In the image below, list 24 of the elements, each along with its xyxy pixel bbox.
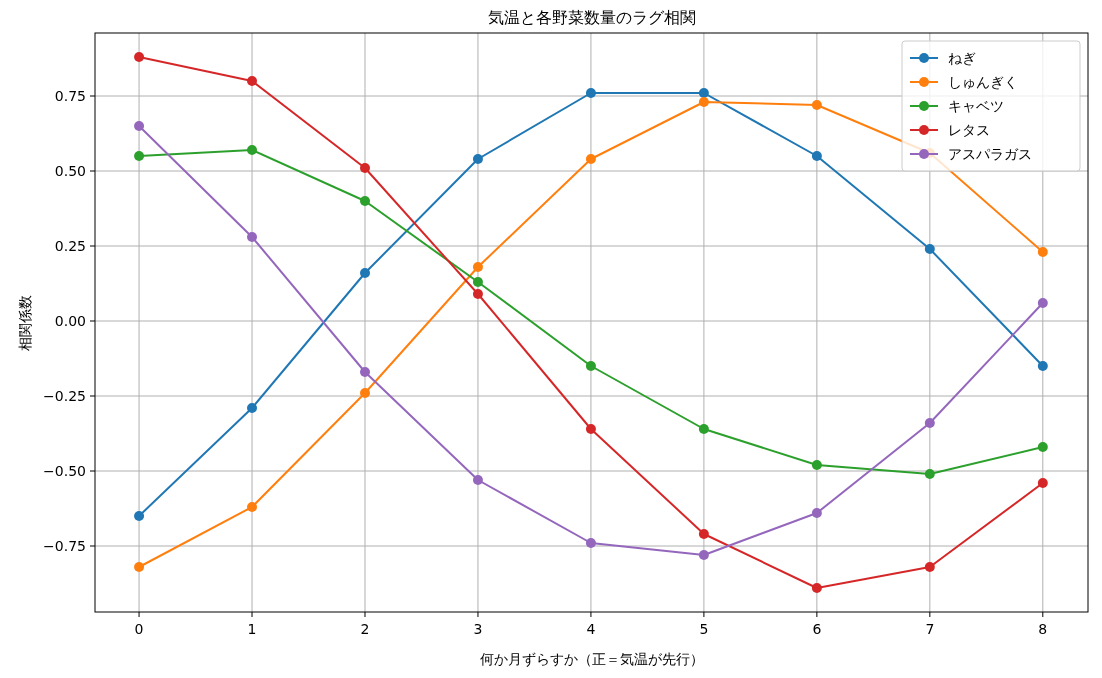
- y-tick-label: −0.25: [43, 388, 86, 404]
- y-axis-title: 相関係数: [17, 294, 33, 351]
- x-tick-label: 0: [134, 621, 144, 637]
- x-tick-label: 2: [360, 621, 370, 637]
- x-tick-label: 6: [812, 621, 822, 637]
- x-tick-label: 4: [586, 621, 596, 637]
- legend-label: レタス: [948, 122, 990, 138]
- y-tick-label: 0.25: [54, 238, 86, 254]
- legend-label: アスパラガス: [948, 146, 1032, 162]
- x-tick-label: 3: [473, 621, 483, 637]
- x-tick-label: 7: [925, 621, 935, 637]
- y-tick-label: −0.75: [43, 538, 86, 554]
- y-tick-label: 0.75: [54, 88, 86, 104]
- x-tick-label: 8: [1038, 621, 1048, 637]
- chart-title: 気温と各野菜数量のラグ相関: [487, 8, 696, 27]
- x-axis-title: 何か月ずらすか（正＝気温が先行）: [479, 651, 704, 667]
- legend-label: しゅんぎく: [948, 74, 1018, 90]
- x-tick-label: 5: [699, 621, 709, 637]
- legend-label: ねぎ: [948, 50, 976, 66]
- y-tick-label: 0.00: [54, 313, 86, 329]
- y-tick-label: 0.50: [54, 163, 86, 179]
- y-tick-label: −0.50: [43, 463, 86, 479]
- legend-label: キャベツ: [948, 98, 1004, 114]
- x-tick-label: 1: [247, 621, 257, 637]
